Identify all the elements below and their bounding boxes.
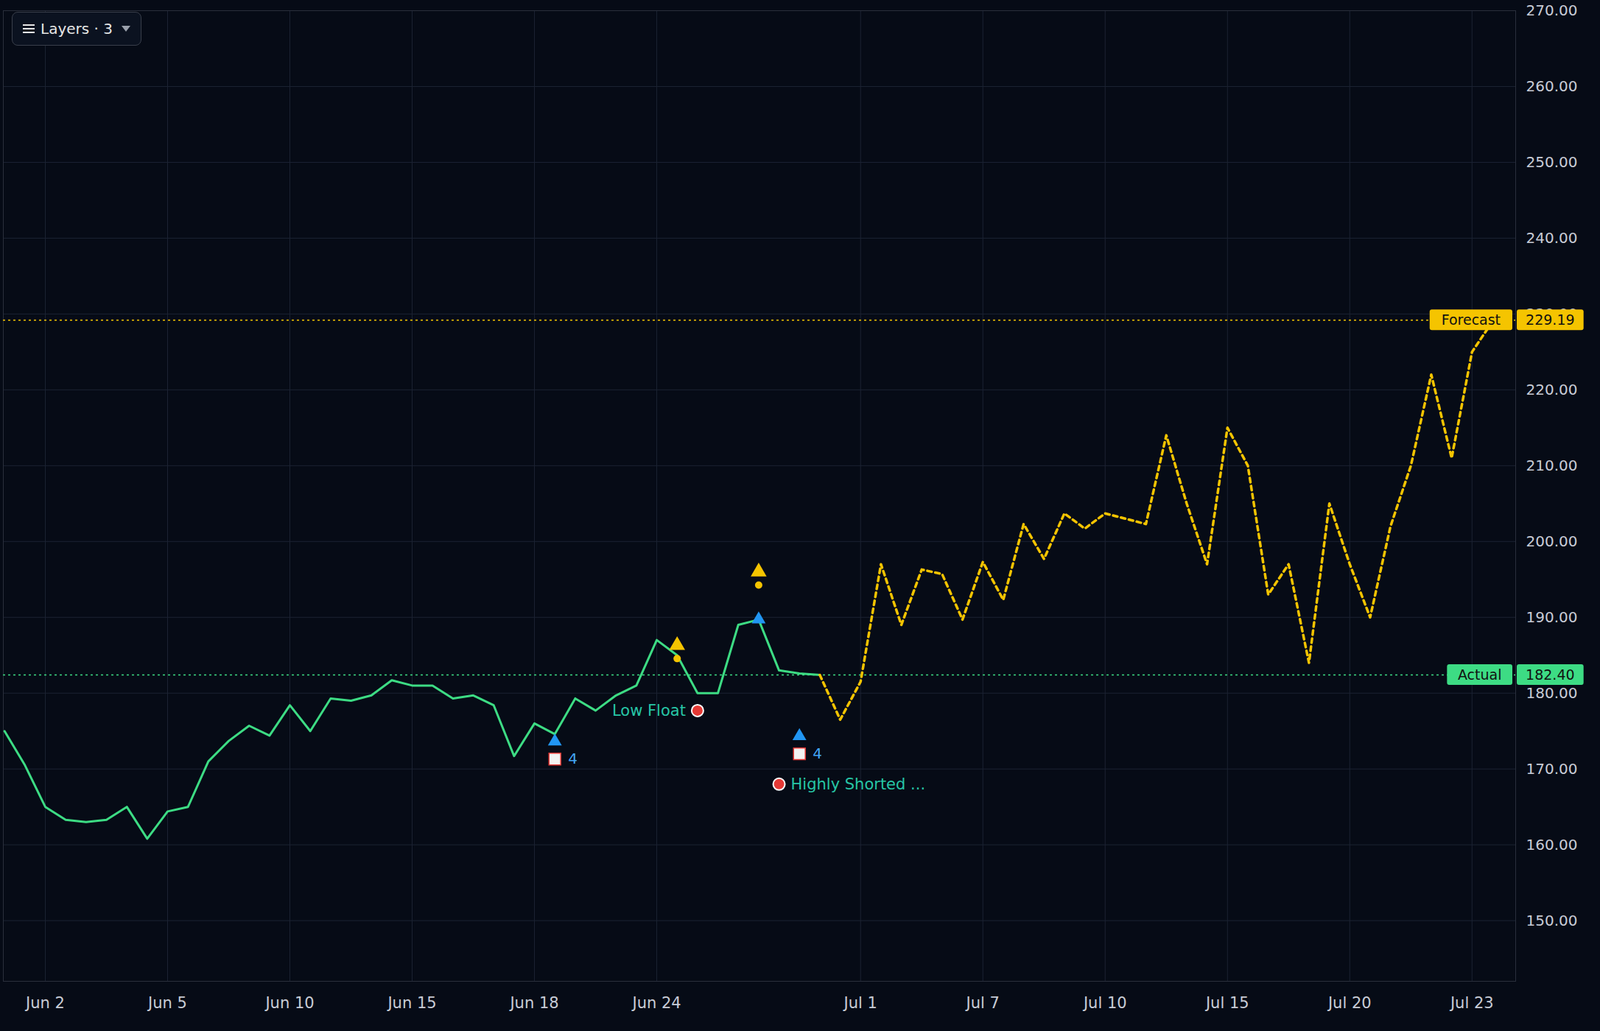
svg-text:Jun 2: Jun 2: [24, 994, 65, 1013]
svg-text:Highly Shorted ...: Highly Shorted ...: [791, 775, 926, 794]
svg-text:Jul 20: Jul 20: [1326, 994, 1372, 1013]
svg-text:200.00: 200.00: [1526, 532, 1578, 551]
svg-text:Jun 18: Jun 18: [508, 994, 559, 1013]
svg-text:220.00: 220.00: [1526, 380, 1578, 399]
svg-text:170.00: 170.00: [1526, 760, 1578, 778]
svg-text:Jun 15: Jun 15: [386, 994, 437, 1013]
svg-text:Jun 24: Jun 24: [630, 994, 681, 1013]
svg-text:Actual: Actual: [1457, 666, 1503, 683]
svg-text:160.00: 160.00: [1526, 836, 1578, 854]
svg-text:260.00: 260.00: [1526, 77, 1578, 96]
svg-text:250.00: 250.00: [1526, 153, 1578, 171]
svg-text:Jun 5: Jun 5: [146, 994, 188, 1013]
svg-text:270.00: 270.00: [1526, 1, 1578, 20]
svg-text:210.00: 210.00: [1526, 456, 1578, 475]
svg-text:4: 4: [812, 744, 823, 763]
svg-text:Jul 10: Jul 10: [1082, 994, 1128, 1013]
svg-text:4: 4: [567, 749, 578, 768]
svg-text:Jul 15: Jul 15: [1204, 994, 1250, 1013]
svg-text:182.40: 182.40: [1525, 666, 1575, 683]
svg-text:Jul 23: Jul 23: [1448, 994, 1494, 1013]
svg-text:150.00: 150.00: [1526, 911, 1578, 930]
svg-text:190.00: 190.00: [1526, 608, 1578, 627]
svg-text:Jul 7: Jul 7: [965, 994, 1000, 1013]
svg-text:Jul 1: Jul 1: [842, 994, 878, 1013]
svg-text:Forecast: Forecast: [1441, 311, 1501, 328]
svg-text:Jun 10: Jun 10: [263, 994, 314, 1013]
html-text:Layers · 3: Layers · 3: [40, 19, 113, 38]
svg-text:Low Float: Low Float: [612, 702, 686, 720]
svg-text:180.00: 180.00: [1526, 684, 1578, 703]
svg-text:240.00: 240.00: [1526, 229, 1578, 247]
svg-text:229.19: 229.19: [1525, 311, 1575, 328]
